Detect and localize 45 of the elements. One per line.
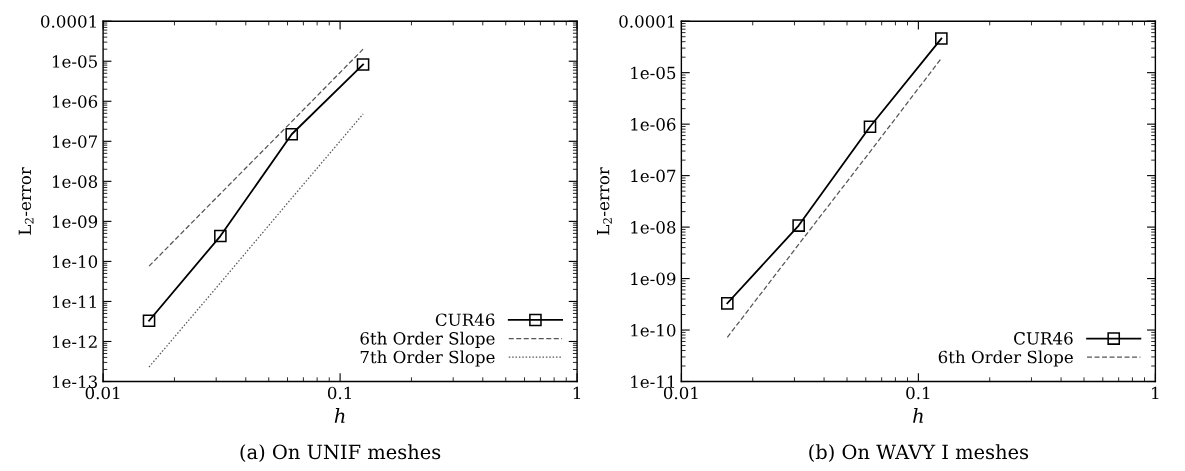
y-tick-label: 1e-12 xyxy=(52,335,97,349)
point xyxy=(356,58,370,71)
point xyxy=(142,314,156,328)
y-tick-label: 1e-09 xyxy=(52,215,98,228)
point xyxy=(285,127,299,141)
y-tick-label: 1e-06 xyxy=(52,95,98,108)
x-tick-label: 0.1 xyxy=(906,386,930,400)
legend-label: CUR46 xyxy=(435,313,495,327)
y-tick-label: 1e-07 xyxy=(52,135,98,148)
line-series xyxy=(148,48,364,267)
point xyxy=(792,219,805,232)
legend-label: 7th Order Slope xyxy=(360,350,495,367)
y-tick-label: 1e-06 xyxy=(631,118,676,131)
y-tick-label: 1e-11 xyxy=(52,295,96,309)
text: (b) On WAVY I meshes xyxy=(809,444,1029,462)
y-tick-label: 0.0001 xyxy=(619,15,675,28)
y-tick-label: 1e-09 xyxy=(631,272,676,286)
point xyxy=(863,120,877,134)
point xyxy=(214,229,227,243)
x-tick-label: 0.01 xyxy=(663,386,698,400)
line-series xyxy=(726,57,942,339)
point xyxy=(720,297,734,310)
y-tick-label: 1e-10 xyxy=(52,255,98,268)
point xyxy=(935,32,948,45)
x-axis-title: h xyxy=(334,408,345,423)
y-axis-title: L$_{2}$-error xyxy=(597,167,612,235)
y-tick-label: 1e-05 xyxy=(52,55,97,68)
y-tick-label: 1e-11 xyxy=(631,375,675,389)
legend-label: 6th Order Slope xyxy=(360,331,495,348)
x-axis-title: h xyxy=(913,408,923,423)
y-tick-label: 1e-13 xyxy=(52,375,97,389)
x-tick-label: 1 xyxy=(573,386,581,400)
y-axis-title: L$_{2}$-error xyxy=(18,167,34,235)
x-tick-label: 1 xyxy=(1152,386,1159,400)
y-tick-label: 1e-08 xyxy=(631,221,676,234)
legend-label: 6th Order Slope xyxy=(938,350,1073,367)
x-tick-label: 0.01 xyxy=(85,386,120,400)
y-tick-label: 0.0001 xyxy=(41,15,96,28)
legend-label: CUR46 xyxy=(1014,332,1073,345)
y-tick-label: 1e-07 xyxy=(631,169,676,183)
y-tick-label: 1e-05 xyxy=(631,66,676,80)
y-tick-label: 1e-08 xyxy=(52,175,98,188)
x-tick-label: 0.1 xyxy=(327,386,351,400)
text: (a) On UNIF meshes xyxy=(240,444,441,462)
y-tick-label: 1e-10 xyxy=(631,324,676,337)
